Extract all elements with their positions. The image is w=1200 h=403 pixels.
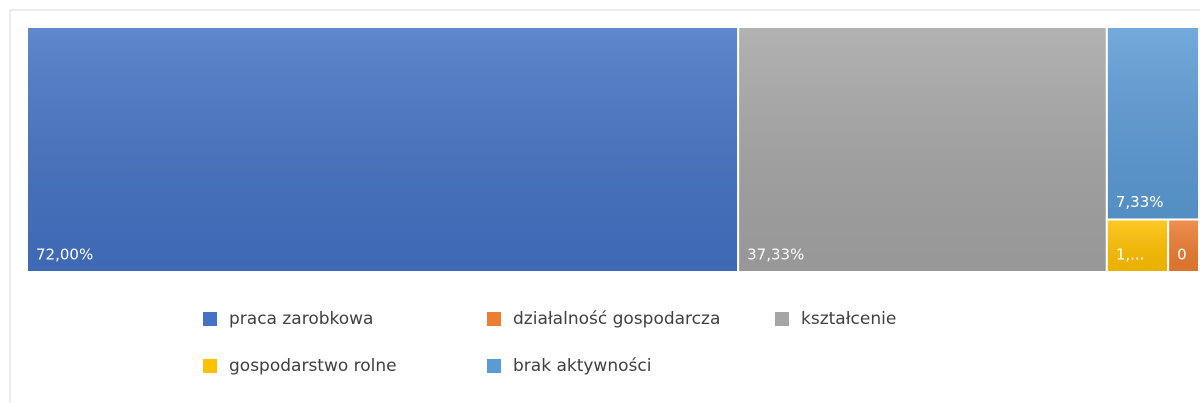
tile-shade xyxy=(1169,220,1198,271)
legend-label: brak aktywności xyxy=(513,356,651,376)
data-label: 0 xyxy=(1177,246,1187,264)
legend-swatch xyxy=(775,312,789,326)
legend-swatch xyxy=(203,312,217,326)
legend-label: kształcenie xyxy=(801,309,896,329)
legend-label: gospodarstwo rolne xyxy=(229,356,397,376)
chart-border xyxy=(9,9,1200,403)
tile-shade xyxy=(1107,28,1198,219)
data-label: 7,33% xyxy=(1116,193,1164,211)
tile-shade xyxy=(739,28,1106,271)
data-label: 72,00% xyxy=(36,246,93,264)
legend-swatch xyxy=(487,312,501,326)
legend-label: działalność gospodarcza xyxy=(513,309,720,329)
data-label: 37,33% xyxy=(747,246,804,264)
legend-swatch xyxy=(203,359,217,373)
tile-shade xyxy=(28,28,738,271)
tile-shade xyxy=(1107,220,1168,271)
data-label: 1,... xyxy=(1116,246,1145,264)
legend-swatch xyxy=(487,359,501,373)
legend-label: praca zarobkowa xyxy=(229,309,373,329)
